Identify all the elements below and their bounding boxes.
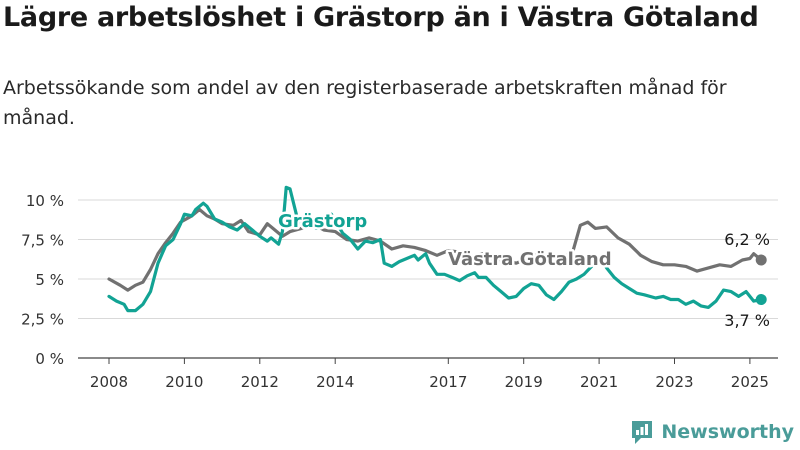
chart-title: Lägre arbetslöshet i Grästorp än i Västr… — [3, 2, 759, 33]
series-line-vastra-gotaland-end-dot — [755, 254, 767, 266]
newsworthy-logo-icon — [632, 421, 653, 444]
y-tick-label: 2,5 % — [21, 311, 64, 329]
x-tick-label: 2023 — [655, 373, 693, 391]
y-tick-label: 5 % — [35, 271, 64, 289]
x-tick-label: 2017 — [429, 373, 467, 391]
y-tick-label: 0 % — [35, 350, 64, 368]
series-label-grastorp-halo: Grästorp — [278, 211, 367, 232]
x-tick-label: 2014 — [316, 373, 354, 391]
grid-lines — [78, 199, 778, 359]
x-tick-label: 2021 — [580, 373, 618, 391]
brand: Newsworthy — [630, 419, 794, 445]
x-tick-label: 2025 — [731, 373, 769, 391]
series-line-grastorp — [107, 185, 763, 313]
series-line-vastra-gotaland — [107, 207, 763, 292]
series-label-vastra-gotaland-halo: Västra Götaland — [448, 249, 612, 270]
series-label-grastorp: Grästorp — [278, 211, 367, 232]
y-axis-ticks: 0 % 2,5 % 5 % 7,5 % 10 % — [21, 192, 64, 368]
series-line-grastorp-end-dot — [755, 294, 767, 306]
end-label-vastra-gotaland: 6,2 % — [724, 230, 770, 249]
x-axis: 2008 2010 2012 2014 2017 2019 2021 2023 2025 — [90, 358, 769, 391]
x-tick-label: 2012 — [241, 373, 279, 391]
y-tick-label: 7,5 % — [21, 232, 64, 250]
x-tick-label: 2008 — [90, 373, 128, 391]
series-lines — [107, 185, 767, 313]
y-tick-label: 10 % — [26, 192, 64, 210]
chart-subtitle: Arbetssökande som andel av den registerb… — [3, 77, 727, 129]
series-label-vastra-gotaland: Västra Götaland — [448, 249, 612, 270]
x-tick-label: 2019 — [505, 373, 543, 391]
x-tick-label: 2010 — [165, 373, 203, 391]
brand-name: Newsworthy — [661, 421, 794, 443]
end-label-grastorp: 3,7 % — [724, 311, 770, 330]
